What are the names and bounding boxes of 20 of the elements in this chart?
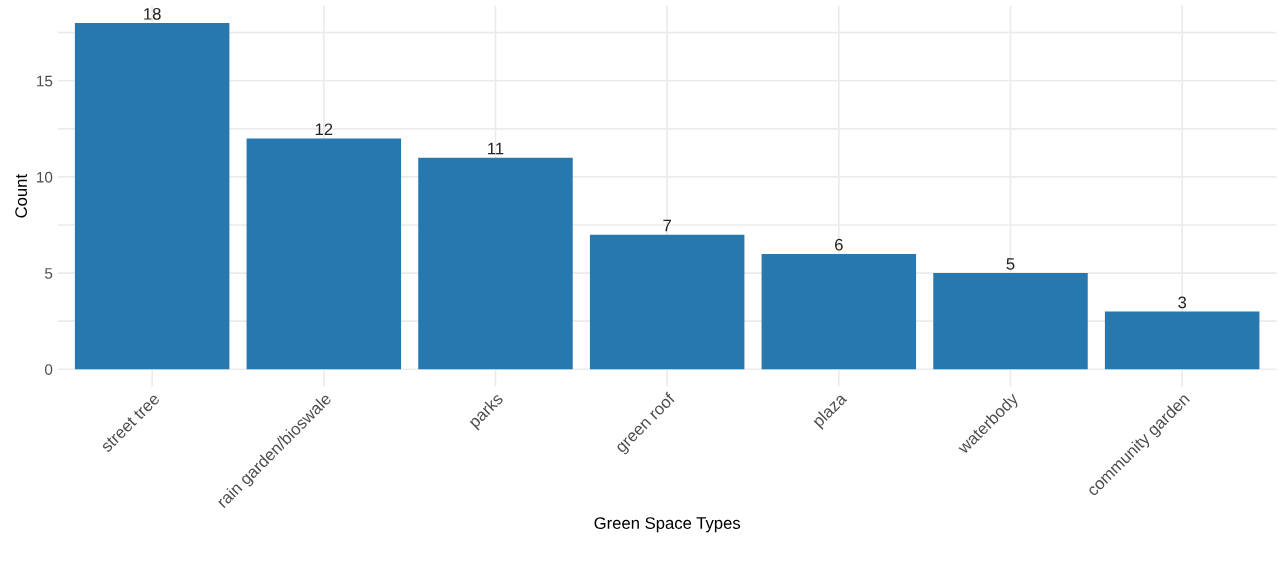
data-label: 18: [144, 7, 161, 20]
y-axis-title: Count: [15, 174, 28, 218]
bar: [761, 253, 917, 370]
data-label: 12: [315, 123, 333, 136]
data-label: 7: [663, 219, 671, 232]
bar: [74, 23, 230, 370]
bar: [246, 138, 402, 370]
data-label: 5: [1006, 258, 1015, 270]
data-label: 6: [835, 238, 843, 251]
data-label: 3: [1178, 296, 1187, 309]
y-tick-label: 10: [37, 171, 53, 183]
bar: [418, 157, 573, 370]
y-tick-label: 0: [44, 364, 53, 375]
bar: [933, 273, 1088, 370]
data-label: 11: [488, 142, 504, 155]
bar: [589, 234, 745, 370]
y-tick-label: 15: [37, 75, 53, 87]
bar: [1104, 311, 1260, 370]
x-axis-title: Green Space Types: [594, 517, 741, 533]
y-tick-label: 5: [44, 268, 53, 279]
